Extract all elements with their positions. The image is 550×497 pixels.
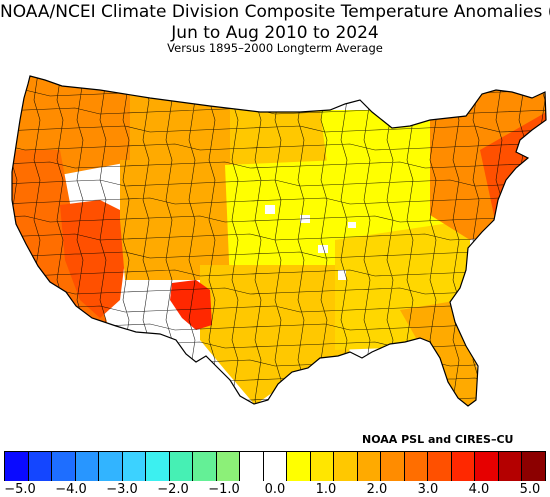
scale-tick-label: −4.0 (55, 482, 87, 497)
scale-swatch-16 (357, 452, 382, 481)
scale-swatch-5 (99, 452, 123, 481)
scale-swatch-7 (146, 452, 170, 481)
region-northern-plains (230, 76, 330, 170)
scale-swatch-23 (522, 452, 546, 481)
scale-swatch-1 (4, 452, 29, 481)
scale-swatch-22 (498, 452, 523, 481)
scale-swatch-9 (193, 452, 217, 481)
region-florida (400, 300, 485, 406)
scale-swatch-13 (287, 452, 311, 481)
scale-swatch-10 (216, 452, 241, 481)
region-near-normal-1 (265, 205, 275, 214)
scale-tick-label: 2.0 (366, 482, 388, 497)
scale-swatch-12 (263, 452, 288, 481)
color-scale-ticks: −5.0 −4.0 −3.0 −2.0 −1.0 0.0 1.0 2.0 3.0 4.0 5.0 (0, 482, 550, 497)
scale-tick-label: 0.0 (264, 482, 286, 497)
scale-tick-label: −5.0 (4, 482, 36, 497)
scale-swatch-4 (75, 452, 100, 481)
map-subtitle-period: Jun to Aug 2010 to 2024 (171, 23, 379, 43)
scale-tick-label: 1.0 (315, 482, 337, 497)
scale-swatch-20 (451, 452, 476, 481)
scale-swatch-18 (404, 452, 429, 481)
scale-tick-label: 5.0 (519, 482, 541, 497)
scale-swatch-15 (334, 452, 358, 481)
us-temperature-anomaly-map (11, 75, 547, 407)
region-near-normal-4 (348, 222, 356, 228)
region-desert-southwest (60, 200, 130, 318)
map-title: NOAA/NCEI Climate Division Composite Tem… (0, 2, 550, 22)
data-source-credit: NOAA PSL and CIRES–CU (362, 433, 514, 446)
color-scale-bar (4, 451, 546, 481)
scale-swatch-6 (122, 452, 147, 481)
scale-swatch-8 (169, 452, 194, 481)
map-subtitle-baseline: Versus 1895–2000 Longterm Average (167, 41, 383, 55)
scale-tick-label: −2.0 (157, 482, 189, 497)
scale-tick-label: −1.0 (208, 482, 240, 497)
scale-tick-label: 3.0 (417, 482, 439, 497)
scale-swatch-19 (428, 452, 452, 481)
scale-tick-label: 4.0 (468, 482, 490, 497)
region-texas (200, 265, 350, 405)
anomaly-regions (12, 76, 546, 406)
scale-swatch-17 (381, 452, 405, 481)
scale-swatch-2 (28, 452, 53, 481)
region-near-normal-3 (338, 270, 346, 280)
scale-swatch-3 (52, 452, 76, 481)
region-near-normal-5 (318, 245, 328, 253)
scale-tick-label: −3.0 (106, 482, 138, 497)
scale-swatch-21 (475, 452, 499, 481)
scale-swatch-11 (240, 452, 264, 481)
region-four-corners (120, 160, 230, 280)
scale-swatch-14 (310, 452, 335, 481)
